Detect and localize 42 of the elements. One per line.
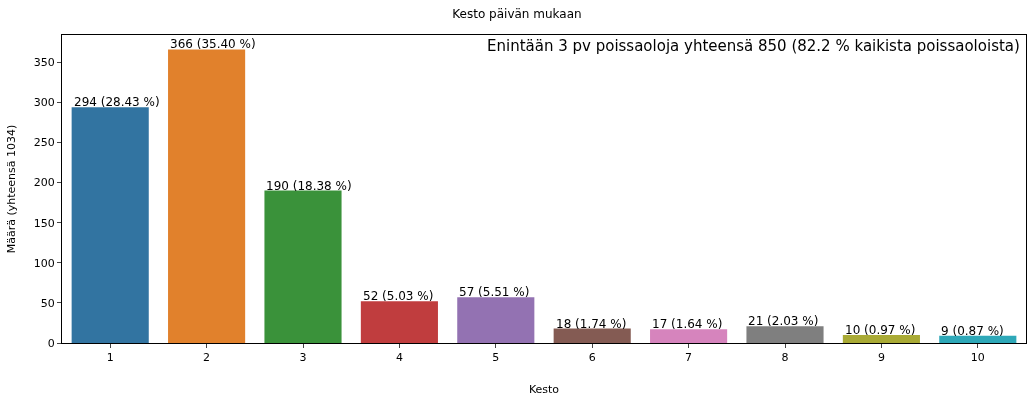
y-tick-label: 150 <box>33 216 55 230</box>
y-tick-label: 250 <box>33 136 55 150</box>
x-tick-label: 2 <box>203 351 211 365</box>
x-tick-label: 8 <box>781 351 789 365</box>
x-tick-label: 4 <box>395 351 403 365</box>
data-label: 366 (35.40 %) <box>170 37 256 51</box>
bar <box>360 301 438 343</box>
annotation: Enintään 3 pv poissaoloja yhteensä 850 (82.2 % kaikista poissaoloista) <box>487 37 1020 55</box>
chart-title: Kesto päivän mukaan <box>452 7 582 22</box>
data-label: 52 (5.03 %) <box>363 289 434 303</box>
x-tick-label: 10 <box>970 351 985 365</box>
y-tick-label: 300 <box>33 96 55 110</box>
bar <box>168 49 246 343</box>
y-tick-label: 0 <box>47 336 55 350</box>
bar <box>457 297 535 343</box>
data-label: 190 (18.38 %) <box>266 179 352 193</box>
bar <box>650 329 728 343</box>
data-label: 57 (5.51 %) <box>459 285 530 299</box>
y-tick-label: 50 <box>40 296 55 310</box>
data-label: 17 (1.64 %) <box>652 317 723 331</box>
bar <box>842 334 920 343</box>
data-label: 9 (0.87 %) <box>941 324 1004 338</box>
y-tick-label: 350 <box>33 56 55 70</box>
data-label: 10 (0.97 %) <box>845 323 916 337</box>
x-tick-label: 3 <box>299 351 307 365</box>
data-label: 21 (2.03 %) <box>748 314 819 328</box>
x-tick-label: 9 <box>877 351 885 365</box>
y-axis-title: Määrä (yhteensä 1034) <box>5 124 19 254</box>
bar <box>264 190 342 343</box>
x-tick-label: 7 <box>685 351 693 365</box>
bar <box>71 107 149 343</box>
y-tick-label: 100 <box>33 256 55 270</box>
y-tick-label: 200 <box>33 176 55 190</box>
bar <box>746 326 824 343</box>
x-tick-label: 1 <box>106 351 114 365</box>
data-label: 18 (1.74 %) <box>556 317 627 331</box>
x-tick-label: 5 <box>492 351 500 365</box>
bar <box>553 328 631 343</box>
bar <box>939 335 1017 343</box>
x-axis-title: Kesto <box>528 383 560 397</box>
x-tick-label: 6 <box>588 351 596 365</box>
data-label: 294 (28.43 %) <box>74 95 160 109</box>
